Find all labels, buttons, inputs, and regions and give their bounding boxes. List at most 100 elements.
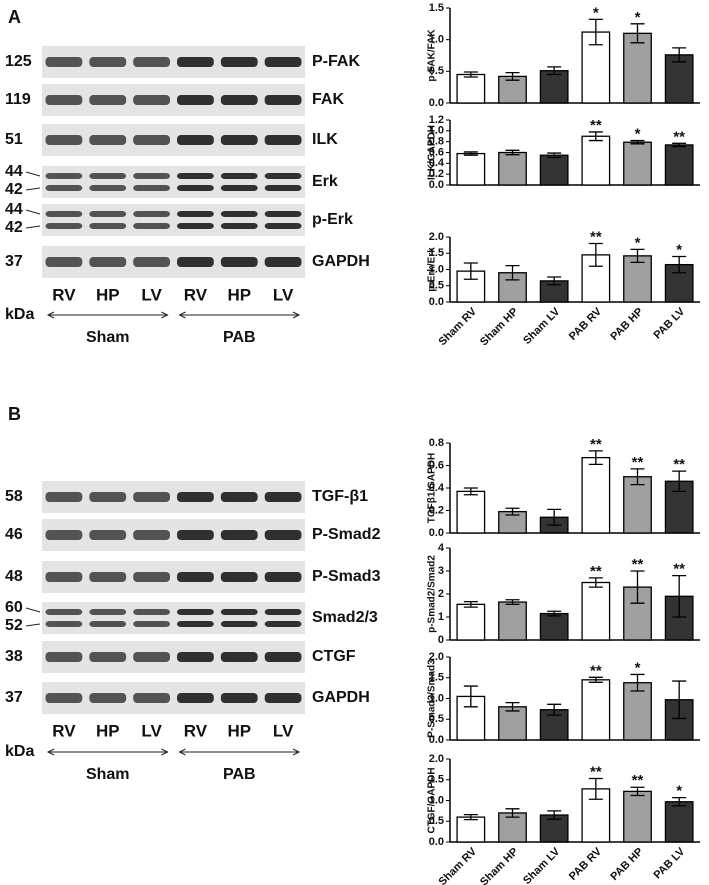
y-tick-label: 1.5	[429, 247, 444, 259]
lane-label: RV	[184, 285, 208, 304]
protein-name: P-Smad3	[312, 568, 381, 585]
molecular-weight: 42	[5, 219, 23, 236]
blot-band	[220, 211, 258, 217]
blot-band	[89, 185, 127, 191]
protein-name: CTGF	[312, 648, 356, 665]
significance-mark: *	[635, 126, 641, 143]
y-tick-label: 1.0	[429, 692, 444, 704]
significance-mark: **	[590, 117, 602, 134]
significance-mark: **	[590, 763, 602, 780]
x-tick-label: Sham RV	[437, 845, 480, 885]
y-tick-label: 3	[438, 565, 444, 577]
blot-band	[264, 223, 302, 229]
error-bar	[463, 487, 478, 496]
y-tick-label: 0	[438, 634, 444, 646]
y-tick-label: 4	[438, 542, 445, 554]
blot-band	[45, 223, 83, 229]
y-tick-label: 0.0	[429, 527, 444, 539]
blot-strip	[42, 46, 305, 78]
mw-arrow	[25, 171, 41, 177]
bar	[539, 154, 569, 186]
blot-band	[264, 185, 302, 191]
protein-name: p-Erk	[312, 211, 353, 228]
blot-band	[45, 257, 83, 267]
group-label: PAB	[223, 766, 256, 783]
mw-arrow	[25, 623, 41, 627]
molecular-weight: 60	[5, 599, 23, 616]
blot-band	[220, 572, 258, 582]
y-tick-label: 0.4	[429, 482, 445, 494]
arrow-head	[46, 748, 169, 756]
y-tick-label: 0.0	[429, 734, 444, 746]
y-tick-label: 0.5	[429, 713, 444, 725]
y-axis-label: p-FAK/FAK	[427, 29, 438, 82]
y-tick-label: 1.0	[429, 263, 444, 275]
blot-band	[177, 185, 214, 191]
protein-name: P-Smad2	[312, 526, 381, 543]
y-tick-label: 0.0	[429, 97, 444, 109]
significance-mark: **	[590, 662, 602, 679]
error-bar	[547, 703, 562, 716]
blot-band	[177, 57, 214, 67]
blot-strip	[42, 519, 305, 551]
bar	[539, 612, 569, 641]
bar	[664, 144, 694, 186]
blot-band	[133, 223, 170, 229]
y-tick-label: 0.0	[429, 836, 444, 848]
blot-band	[264, 693, 302, 703]
blot-band	[89, 530, 127, 540]
error-bar	[588, 777, 603, 800]
protein-name: GAPDH	[312, 689, 370, 706]
blot-band	[177, 223, 214, 229]
blot-strip	[42, 204, 305, 236]
blot-strip	[42, 166, 305, 198]
blot-band	[133, 572, 170, 582]
blot-band	[133, 609, 170, 615]
blot-strip	[42, 246, 305, 278]
error-bar	[672, 47, 687, 63]
blot-band	[220, 95, 258, 105]
protein-name: Erk	[312, 173, 338, 190]
blot-band	[177, 652, 214, 662]
error-bar	[463, 262, 478, 280]
blot-band	[45, 621, 83, 627]
error-bar	[630, 23, 645, 44]
y-tick-label: 2	[438, 588, 444, 600]
y-tick-label: 2.0	[429, 231, 444, 243]
error-bar	[463, 685, 478, 708]
blot-band	[89, 652, 127, 662]
blot-band	[177, 257, 214, 267]
blot-band	[133, 57, 170, 67]
blot-band	[220, 530, 258, 540]
blot-band	[89, 621, 127, 627]
panel-label: A	[8, 7, 21, 27]
blot-band	[89, 95, 127, 105]
bar	[623, 141, 652, 186]
significance-mark: *	[676, 241, 682, 258]
error-bar	[588, 577, 603, 588]
lane-label: HP	[227, 721, 251, 740]
bar	[623, 32, 652, 104]
lane-label: HP	[96, 721, 120, 740]
blot-band	[177, 492, 214, 502]
y-tick-label: 0.2	[429, 168, 444, 180]
error-bar	[588, 18, 603, 46]
error-bar	[505, 808, 520, 818]
molecular-weight: 44	[5, 201, 23, 218]
error-bar	[630, 673, 645, 692]
molecular-weight: 58	[5, 488, 23, 505]
x-tick-label: PAB RV	[567, 845, 605, 883]
molecular-weight: 42	[5, 181, 23, 198]
blot-band	[220, 257, 258, 267]
blot-band	[220, 173, 258, 179]
bar	[664, 595, 694, 641]
error-bar	[630, 570, 645, 604]
mw-arrow	[25, 225, 41, 229]
protein-name: GAPDH	[312, 253, 370, 270]
arrow-head	[46, 311, 169, 319]
protein-name: ILK	[312, 131, 338, 148]
bar	[623, 682, 652, 741]
blot-band	[264, 609, 302, 615]
blot-band	[89, 135, 127, 145]
y-tick-label: 1.2	[429, 114, 444, 126]
